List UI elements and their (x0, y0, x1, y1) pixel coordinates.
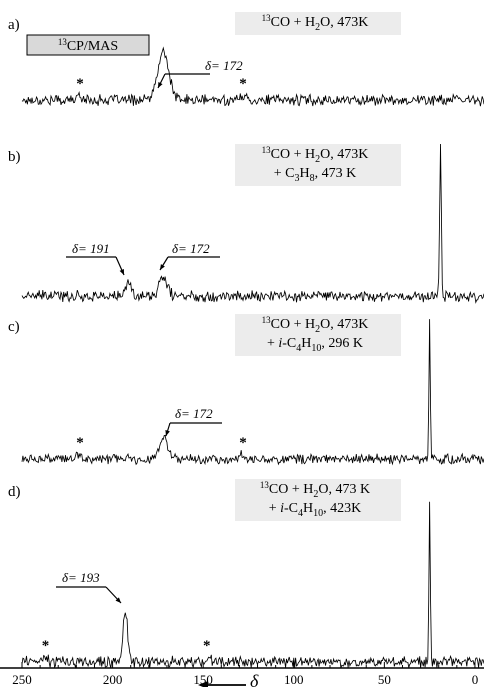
conditions-line-b-0: 13CO + H2O, 473K (262, 145, 369, 165)
spectrum-trace-d (21, 501, 484, 669)
spectrum-trace-a (21, 46, 484, 107)
peak-arrowhead-b-1 (160, 264, 165, 270)
conditions-line-c-0: 13CO + H2O, 473K (262, 315, 369, 335)
conditions-line-d-1: + i-C4H10, 423K (269, 501, 362, 519)
conditions-box-c (235, 314, 401, 356)
x-tick-label: 50 (378, 672, 391, 687)
panel-label-d: d) (8, 484, 21, 500)
x-tick-label: 250 (12, 672, 32, 687)
x-tick-label: 100 (284, 672, 304, 687)
spectrum-panel-b: b) 13CO + H2O, 473K+ C3H8, 473 K δ= 191 δ= … (8, 143, 484, 304)
x-axis-arrowhead (198, 681, 208, 687)
technique-label: 13CP/MAS (58, 37, 118, 54)
panel-label-a: a) (8, 17, 20, 33)
peak-arrowhead-b-0 (119, 269, 124, 275)
peak-label-b-1: δ= 172 (172, 241, 210, 256)
sideband-marker-a-1: * (239, 76, 247, 92)
conditions-line-a-0: 13CO + H2O, 473K (262, 13, 369, 33)
panel-label-b: b) (8, 149, 21, 165)
technique-box (26, 34, 150, 56)
conditions-box-d (235, 479, 401, 521)
spectrum-panel-d: d) 13CO + H2O, 473 K+ i-C4H10, 423K * * δ= 1… (8, 479, 484, 669)
peak-label-c-0: δ= 172 (175, 406, 213, 421)
spectrum-trace-c (21, 319, 484, 466)
peak-label-a-0: δ= 172 (205, 58, 243, 73)
sideband-marker-a-0: * (76, 76, 84, 92)
peak-arrowhead-a-0 (158, 82, 163, 88)
x-tick-label: 200 (103, 672, 123, 687)
peak-label-b-0: δ= 191 (72, 241, 110, 256)
conditions-line-d-0: 13CO + H2O, 473 K (260, 480, 370, 500)
panel-label-c: c) (8, 319, 20, 335)
peak-arrowhead-c-0 (165, 430, 170, 436)
peak-arrowhead-d-0 (115, 597, 121, 603)
x-axis-label: δ (250, 671, 259, 687)
spectrum-panel-a: a) 13CO + H2O, 473K * * δ= 172 13CP/MAS (8, 12, 484, 107)
delta-axis: 250 200 150 100 50 0 δ (0, 662, 484, 687)
conditions-line-b-1: + C3H8, 473 K (274, 166, 356, 184)
conditions-line-c-1: + i-C4H10, 296 K (267, 336, 363, 354)
spectrum-panel-c: c) 13CO + H2O, 473K+ i-C4H10, 296 K * * δ= 1… (8, 314, 484, 466)
sideband-marker-d-0: * (42, 638, 50, 654)
conditions-box-a (235, 12, 401, 35)
spectra-panels: a) 13CO + H2O, 473K * * δ= 172 13CP/MAS b) 13CO… (8, 12, 484, 669)
spectrum-trace-b (21, 143, 484, 304)
sideband-marker-c-1: * (239, 435, 247, 451)
conditions-box-b (235, 144, 401, 186)
sideband-marker-d-1: * (203, 638, 211, 654)
x-tick-label: 150 (193, 672, 213, 687)
x-tick-label: 0 (472, 672, 479, 687)
peak-label-d-0: δ= 193 (62, 570, 100, 585)
sideband-marker-c-0: * (76, 435, 84, 451)
